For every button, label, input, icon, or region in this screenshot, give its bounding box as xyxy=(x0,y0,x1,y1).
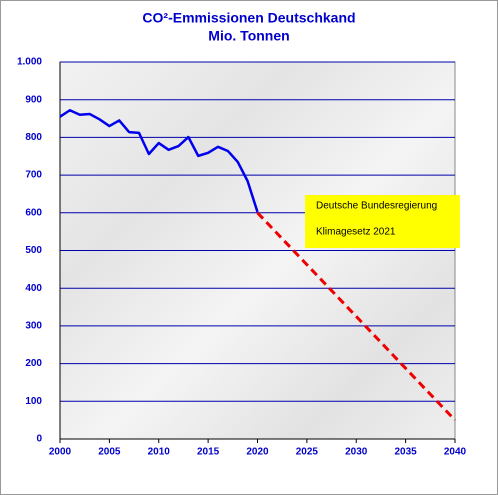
x-tick-label: 2015 xyxy=(197,447,220,458)
x-tick-label: 2005 xyxy=(98,447,121,458)
x-tick-label: 2010 xyxy=(148,447,171,458)
y-tick-label: 700 xyxy=(25,170,42,181)
y-tick-label: 1.000 xyxy=(17,57,42,68)
data-line xyxy=(59,109,259,213)
annotation-box xyxy=(305,195,460,248)
data-line xyxy=(256,211,457,422)
y-tick-label: 900 xyxy=(25,94,42,105)
x-tick-label: 2025 xyxy=(296,447,319,458)
y-tick-label: 100 xyxy=(25,396,42,407)
y-tick-label: 600 xyxy=(25,207,42,218)
y-tick-label: 200 xyxy=(25,358,42,369)
y-tick-label: 300 xyxy=(25,321,42,332)
x-tick-label: 2000 xyxy=(49,447,72,458)
x-tick-label: 2035 xyxy=(395,447,418,458)
chart-subtitle: Mio. Tonnen xyxy=(208,28,289,44)
annotation: Klimagesetz 2021 xyxy=(316,227,396,238)
y-tick-label: 500 xyxy=(25,245,42,256)
y-tick-label: 0 xyxy=(36,434,42,445)
y-tick-label: 800 xyxy=(25,132,42,143)
x-tick-label: 2040 xyxy=(444,447,467,458)
annotation: Deutsche Bundesregierung xyxy=(316,201,437,212)
y-tick-label: 400 xyxy=(25,283,42,294)
x-tick-label: 2020 xyxy=(246,447,269,458)
chart-title: CO²-Emmissionen Deutschkand xyxy=(142,10,355,26)
x-tick-label: 2030 xyxy=(345,447,368,458)
